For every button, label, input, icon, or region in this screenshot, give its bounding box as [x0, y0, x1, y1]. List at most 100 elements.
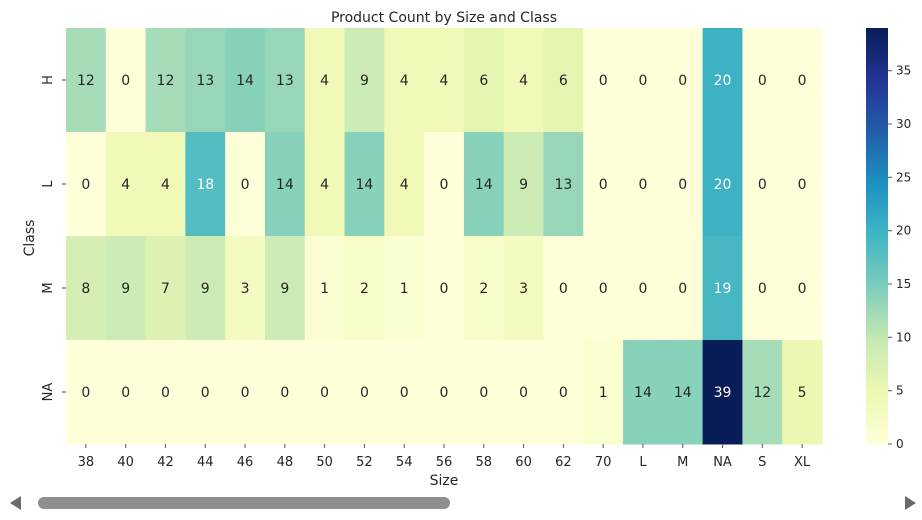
cell-value-M-60: 3 — [519, 281, 528, 297]
cell-value-NA-40: 0 — [121, 385, 130, 401]
cell-value-NA-50: 0 — [320, 385, 329, 401]
heatmap-cell-NA-60 — [503, 340, 544, 445]
heatmap-cell-NA-46 — [225, 340, 266, 445]
cell-value-NA-56: 0 — [440, 385, 449, 401]
heatmap-cell-H-44 — [185, 28, 226, 133]
cell-value-L-70: 0 — [599, 177, 608, 193]
heatmap-cell-L-NA — [702, 132, 743, 237]
horizontal-scrollbar[interactable] — [0, 492, 922, 514]
cell-value-H-40: 0 — [121, 73, 130, 89]
x-tick-label-NA: NA — [713, 455, 732, 470]
cell-value-H-NA: 20 — [714, 73, 732, 89]
x-tick-label-44: 44 — [197, 455, 214, 470]
heatmap-cell-NA-L — [623, 340, 664, 445]
cell-value-NA-S: 12 — [753, 385, 771, 401]
cell-value-L-50: 4 — [320, 177, 329, 193]
cell-value-NA-54: 0 — [400, 385, 409, 401]
heatmap-cell-H-XL — [782, 28, 823, 133]
scroll-thumb[interactable] — [38, 497, 450, 509]
heatmap-cell-NA-38 — [66, 340, 107, 445]
heatmap-chart: Product Count by Size and Class 12 0 12 13 1… — [22, 10, 911, 489]
cell-value-M-58: 2 — [479, 281, 488, 297]
cell-value-M-52: 2 — [360, 281, 369, 297]
cell-value-H-XL: 0 — [798, 73, 807, 89]
x-tick-label-52: 52 — [356, 455, 373, 470]
cell-value-M-50: 1 — [320, 281, 329, 297]
cell-value-L-40: 4 — [121, 177, 130, 193]
heatmap-cell-M-60 — [503, 236, 544, 341]
heatmap-cell-H-56 — [424, 28, 465, 133]
heatmap-cell-M-38 — [66, 236, 107, 341]
heatmap-cell-M-58 — [463, 236, 505, 341]
cell-value-NA-52: 0 — [360, 385, 369, 401]
cell-value-NA-62: 0 — [559, 385, 568, 401]
heatmap-cell-NA-M — [662, 340, 704, 445]
cell-value-H-S: 0 — [758, 73, 767, 89]
cell-value-H-38: 12 — [77, 73, 95, 89]
x-tick-label-46: 46 — [237, 455, 254, 470]
scroll-right-arrow-icon[interactable] — [905, 496, 916, 510]
heatmap-cell-M-44 — [185, 236, 226, 341]
heatmap-cell-H-60 — [503, 28, 544, 133]
cell-value-H-46: 14 — [236, 73, 254, 89]
cell-value-NA-60: 0 — [519, 385, 528, 401]
heatmap-cell-H-NA — [702, 28, 743, 133]
cell-value-NA-46: 0 — [241, 385, 250, 401]
cell-value-M-S: 0 — [758, 281, 767, 297]
heatmap-cell-L-M — [662, 132, 704, 237]
heatmap-cell-M-NA — [702, 236, 743, 341]
heatmap-cell-L-70 — [583, 132, 624, 237]
x-tick-label-70: 70 — [595, 455, 612, 470]
cell-value-M-42: 7 — [161, 281, 170, 297]
heatmap-cell-M-L — [623, 236, 664, 341]
heatmap-cell-L-50 — [304, 132, 346, 237]
heatmap-cell-M-46 — [225, 236, 266, 341]
heatmap-cell-M-50 — [304, 236, 346, 341]
x-tick-label-50: 50 — [316, 455, 333, 470]
cell-value-L-56: 0 — [440, 177, 449, 193]
cell-value-L-38: 0 — [81, 177, 90, 193]
heatmap-cell-NA-XL — [782, 340, 823, 445]
cell-value-H-44: 13 — [196, 73, 214, 89]
heatmap-cell-H-M — [662, 28, 704, 133]
heatmap-cell-L-44 — [185, 132, 226, 237]
cell-value-M-48: 9 — [280, 281, 289, 297]
y-tick-label-L: L — [41, 180, 56, 188]
cell-value-H-50: 4 — [320, 73, 329, 89]
heatmap-cell-L-S — [742, 132, 783, 237]
x-tick-label-M: M — [677, 455, 688, 470]
cell-value-NA-58: 0 — [479, 385, 488, 401]
heatmap-cell-H-L — [623, 28, 664, 133]
y-axis-label: Class — [22, 220, 38, 257]
cell-value-M-56: 0 — [440, 281, 449, 297]
heatmap-cell-L-42 — [145, 132, 186, 237]
heatmap-cell-H-58 — [463, 28, 505, 133]
cell-value-M-38: 8 — [81, 281, 90, 297]
cell-value-M-44: 9 — [201, 281, 210, 297]
cell-value-L-42: 4 — [161, 177, 170, 193]
heatmap-cell-M-56 — [424, 236, 465, 341]
heatmap-cell-M-62 — [543, 236, 584, 341]
heatmap-cell-L-L — [623, 132, 664, 237]
cell-value-H-42: 12 — [157, 73, 175, 89]
colorbar-tick-label-0: 0 — [896, 437, 904, 451]
x-tick-label-54: 54 — [396, 455, 413, 470]
heatmap-cell-NA-70 — [583, 340, 624, 445]
y-tick-label-NA: NA — [41, 383, 56, 402]
colorbar-tick-label-5: 5 — [896, 384, 904, 398]
cell-value-H-62: 6 — [559, 73, 568, 89]
cell-value-L-46: 0 — [241, 177, 250, 193]
heatmap-cell-H-48 — [264, 28, 306, 133]
cell-value-M-L: 0 — [638, 281, 647, 297]
heatmap-cell-NA-56 — [424, 340, 465, 445]
x-axis-label: Size — [430, 473, 459, 489]
y-tick-label-H: H — [41, 75, 56, 85]
cell-value-L-48: 14 — [276, 177, 294, 193]
colorbar-tick-label-20: 20 — [896, 224, 911, 238]
scroll-left-arrow-icon[interactable] — [10, 496, 21, 510]
heatmap-cell-L-56 — [424, 132, 465, 237]
cell-value-L-L: 0 — [638, 177, 647, 193]
cell-value-L-60: 9 — [519, 177, 528, 193]
x-tick-label-38: 38 — [78, 455, 95, 470]
heatmap-cell-L-XL — [782, 132, 823, 237]
